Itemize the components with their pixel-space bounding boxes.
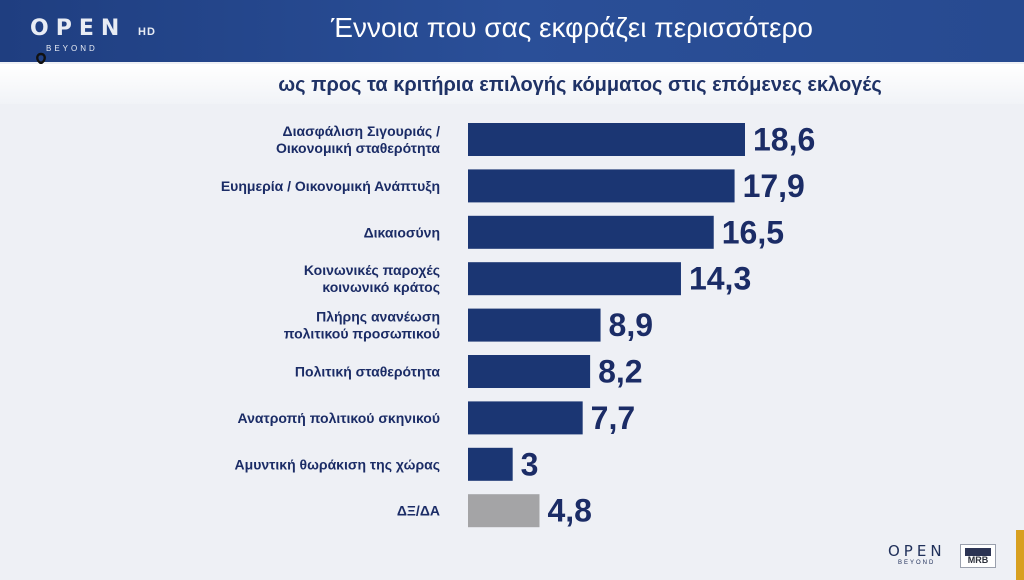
mrb-badge-text: MRB (967, 555, 989, 565)
category-label-5: Πολιτική σταθερότητα (295, 364, 440, 380)
logo-hd: HD (138, 26, 156, 38)
value-label-0: 18,6 (753, 122, 815, 158)
logo-text: OPEN (30, 16, 127, 41)
footer-logo: OPEN BEYOND (888, 542, 946, 566)
category-label-8: ΔΞ/ΔΑ (397, 503, 440, 519)
category-label-1: Ευημερία / Οικονομική Ανάπτυξη (221, 178, 440, 194)
channel-logo: OPEN HD BEYOND (30, 16, 155, 53)
value-label-6: 7,7 (591, 400, 635, 436)
footer-logo-sub: BEYOND (898, 560, 936, 566)
category-label-4-line-0: Πλήρης ανανέωση (316, 309, 440, 325)
value-label-5: 8,2 (598, 354, 642, 390)
bar-1 (468, 169, 735, 203)
value-label-8: 4,8 (547, 493, 591, 529)
header-bar: OPEN HD BEYOND Έννοια που σας εκφράζει π… (0, 0, 1024, 62)
bar-2 (468, 215, 714, 249)
value-label-1: 17,9 (743, 168, 805, 204)
category-label-3-line-0: Κοινωνικές παροχές (304, 262, 440, 278)
value-label-4: 8,9 (609, 307, 653, 343)
bar-3 (468, 262, 681, 296)
bar-0 (468, 123, 745, 156)
mrb-logo-icon (965, 548, 991, 556)
category-label-0-line-1: Οικονομική σταθερότητα (276, 140, 440, 156)
bar-6 (468, 401, 583, 435)
value-label-2: 16,5 (722, 214, 784, 250)
footer-logo-text: OPEN (888, 542, 946, 560)
subtitle-band (0, 64, 1024, 104)
category-label-2: Δικαιοσύνη (364, 224, 440, 240)
chart-title: Έννοια που σας εκφράζει περισσότερο (330, 12, 813, 43)
bar-7 (468, 447, 513, 481)
bar-4 (468, 308, 601, 342)
value-label-7: 3 (521, 446, 539, 482)
mrb-badge: MRB (960, 544, 996, 568)
category-label-3-line-1: κοινωνικό κράτος (322, 279, 440, 295)
chart-subtitle: ως προς τα κριτήρια επιλογής κόμματος στ… (278, 74, 882, 96)
category-label-0-line-0: Διασφάλιση Σιγουριάς / (283, 123, 441, 139)
value-label-3: 14,3 (689, 261, 751, 297)
bar-5 (468, 355, 591, 388)
category-label-6: Ανατροπή πολιτικού σκηνικού (238, 410, 441, 426)
bar-8 (468, 494, 540, 528)
edge-accent (1016, 530, 1024, 580)
category-label-7: Αμυντική θωράκιση της χώρας (235, 456, 440, 472)
category-label-4-line-1: πολιτικού προσωπικού (284, 326, 440, 342)
logo-sub: BEYOND (46, 44, 98, 53)
